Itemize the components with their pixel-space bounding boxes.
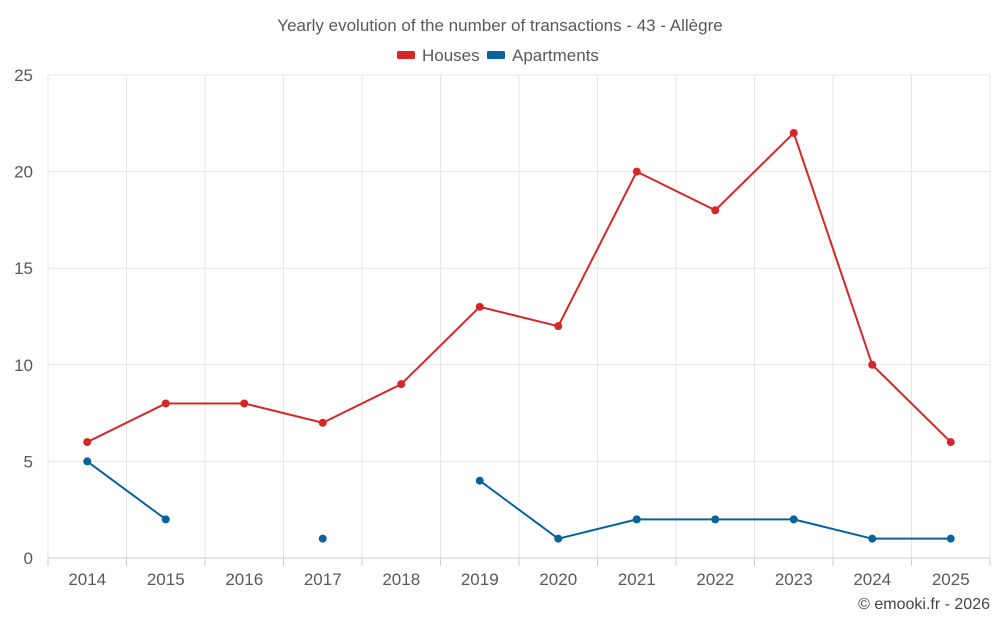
chart-title: Yearly evolution of the number of transa… bbox=[277, 16, 722, 35]
legend-item-apartments[interactable]: Apartments bbox=[487, 46, 599, 65]
line-apartments-segment-2 bbox=[478, 479, 952, 540]
x-tick-label-2017: 2017 bbox=[304, 570, 342, 589]
point-houses-2015[interactable] bbox=[161, 399, 170, 408]
point-houses-2014[interactable] bbox=[83, 438, 92, 447]
point-houses-2016[interactable] bbox=[240, 399, 249, 408]
series-houses bbox=[83, 128, 955, 447]
x-tick-label-2018: 2018 bbox=[382, 570, 420, 589]
x-axis-ticks: 2014 2015 2016 2017 2018 2019 2020 2021 2022 2023… bbox=[68, 570, 969, 589]
x-tick-label-2023: 2023 bbox=[775, 570, 813, 589]
legend: Houses Apartments bbox=[397, 46, 599, 65]
y-tick-label-15: 15 bbox=[14, 259, 33, 278]
point-apartments-2020[interactable] bbox=[554, 534, 563, 543]
x-tick-label-2025: 2025 bbox=[932, 570, 970, 589]
legend-swatch-apartments bbox=[487, 51, 505, 59]
credit-text: © emooki.fr - 2026 bbox=[858, 596, 990, 613]
point-houses-2019[interactable] bbox=[475, 302, 484, 311]
point-houses-2022[interactable] bbox=[711, 206, 720, 215]
line-apartments-segment-0 bbox=[86, 460, 167, 521]
x-tick-label-2015: 2015 bbox=[147, 570, 185, 589]
point-houses-2018[interactable] bbox=[397, 380, 406, 389]
x-tick-label-2016: 2016 bbox=[225, 570, 263, 589]
x-tick-label-2021: 2021 bbox=[618, 570, 656, 589]
point-houses-2021[interactable] bbox=[632, 167, 641, 176]
x-tick-label-2019: 2019 bbox=[461, 570, 499, 589]
point-apartments-2019[interactable] bbox=[475, 476, 484, 485]
point-apartments-2015[interactable] bbox=[161, 515, 170, 524]
legend-label-houses: Houses bbox=[422, 46, 480, 65]
point-apartments-2021[interactable] bbox=[632, 515, 641, 524]
series-apartments bbox=[83, 457, 955, 543]
y-tick-label-10: 10 bbox=[14, 356, 33, 375]
point-apartments-2023[interactable] bbox=[789, 515, 798, 524]
series-layer bbox=[83, 128, 955, 543]
point-apartments-2025[interactable] bbox=[946, 534, 955, 543]
point-apartments-2014[interactable] bbox=[83, 457, 92, 466]
y-tick-label-25: 25 bbox=[14, 66, 33, 85]
x-tick-label-2020: 2020 bbox=[539, 570, 577, 589]
y-axis-ticks: 0 5 10 15 20 25 bbox=[14, 66, 33, 568]
point-houses-2017[interactable] bbox=[318, 418, 327, 427]
x-tick-label-2014: 2014 bbox=[68, 570, 106, 589]
gridlines bbox=[47, 74, 991, 566]
y-tick-label-5: 5 bbox=[24, 452, 33, 471]
point-houses-2023[interactable] bbox=[789, 128, 798, 137]
y-tick-label-20: 20 bbox=[14, 163, 33, 182]
legend-item-houses[interactable]: Houses bbox=[397, 46, 480, 65]
x-tick-label-2024: 2024 bbox=[853, 570, 891, 589]
legend-swatch-houses bbox=[397, 51, 415, 59]
point-houses-2024[interactable] bbox=[868, 360, 877, 369]
line-houses-segment-0 bbox=[86, 131, 952, 444]
x-tick-label-2022: 2022 bbox=[696, 570, 734, 589]
point-apartments-2022[interactable] bbox=[711, 515, 720, 524]
legend-label-apartments: Apartments bbox=[512, 46, 599, 65]
y-tick-label-0: 0 bbox=[24, 549, 33, 568]
point-houses-2020[interactable] bbox=[554, 322, 563, 331]
point-houses-2025[interactable] bbox=[946, 438, 955, 447]
point-apartments-2024[interactable] bbox=[868, 534, 877, 543]
point-apartments-2017[interactable] bbox=[318, 534, 327, 543]
